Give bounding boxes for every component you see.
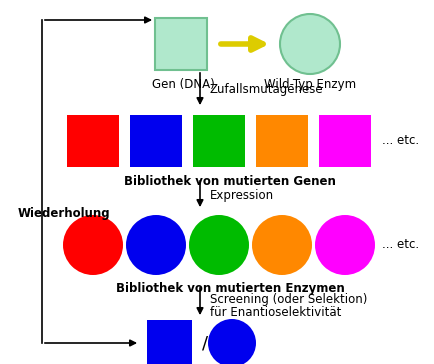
Bar xyxy=(318,115,370,167)
Bar xyxy=(155,18,207,70)
Bar xyxy=(67,115,119,167)
Text: Zufallsmutagenese: Zufallsmutagenese xyxy=(210,83,323,96)
Text: Gen (DNA): Gen (DNA) xyxy=(151,78,214,91)
Bar xyxy=(193,115,244,167)
Circle shape xyxy=(126,215,186,275)
Text: /: / xyxy=(201,334,207,352)
Text: ... etc.: ... etc. xyxy=(381,135,418,147)
Circle shape xyxy=(207,319,256,364)
Circle shape xyxy=(188,215,248,275)
Text: ... etc.: ... etc. xyxy=(381,238,418,252)
Text: Screening (oder Selektion): Screening (oder Selektion) xyxy=(210,293,367,305)
Text: Wiederholung: Wiederholung xyxy=(18,207,110,221)
Bar xyxy=(256,115,307,167)
Text: Bibliothek von mutierten Genen: Bibliothek von mutierten Genen xyxy=(124,175,335,188)
Circle shape xyxy=(251,215,311,275)
Circle shape xyxy=(63,215,123,275)
Text: Wild-Typ Enzym: Wild-Typ Enzym xyxy=(263,78,355,91)
Circle shape xyxy=(279,14,339,74)
Circle shape xyxy=(314,215,374,275)
Text: für Enantioselektivität: für Enantioselektivität xyxy=(210,305,341,318)
Text: Expression: Expression xyxy=(210,190,273,202)
Text: Bibliothek von mutierten Enzymen: Bibliothek von mutierten Enzymen xyxy=(115,282,344,295)
Bar xyxy=(130,115,181,167)
Bar xyxy=(147,320,191,364)
